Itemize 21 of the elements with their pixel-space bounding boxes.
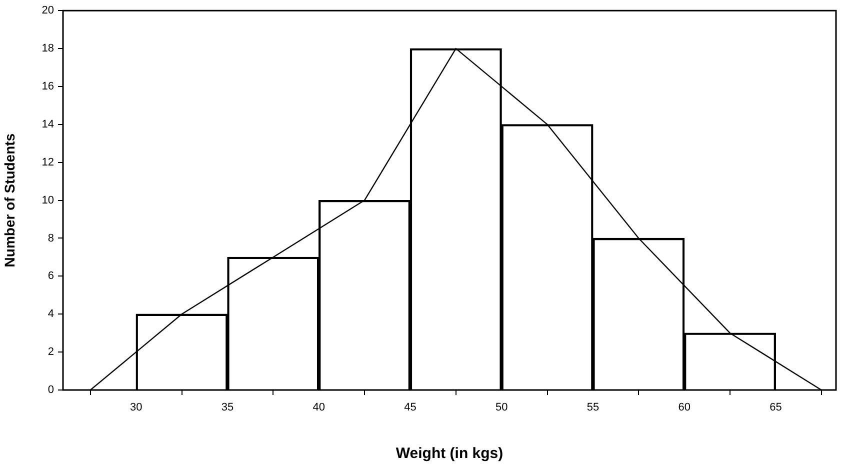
y-tick-label: 14 — [42, 118, 54, 130]
y-tick-label: 16 — [42, 80, 54, 93]
x-axis-title: Weight (in kgs) — [396, 445, 504, 462]
x-tick-label: 40 — [312, 402, 325, 414]
y-tick-label: 18 — [42, 42, 54, 55]
x-tick-label: 35 — [221, 402, 234, 414]
y-tick-label: 12 — [42, 156, 54, 168]
y-tick-label: 4 — [48, 308, 54, 320]
y-tick-label: 10 — [42, 194, 54, 206]
y-tick-label: 6 — [48, 270, 54, 282]
x-tick-label: 55 — [586, 402, 600, 414]
x-tick-label: 45 — [404, 402, 416, 414]
y-tick-label: 20 — [42, 4, 54, 17]
y-axis-title: Number of Students — [1, 133, 18, 268]
x-tick-label: 50 — [495, 402, 508, 414]
x-tick-label: 30 — [130, 402, 142, 414]
y-tick-label: 2 — [48, 346, 54, 358]
y-tick-label: 8 — [48, 232, 54, 244]
x-tick-label: 65 — [770, 402, 782, 414]
x-tick-label: 60 — [678, 402, 690, 414]
y-tick-label: 0 — [48, 384, 54, 396]
